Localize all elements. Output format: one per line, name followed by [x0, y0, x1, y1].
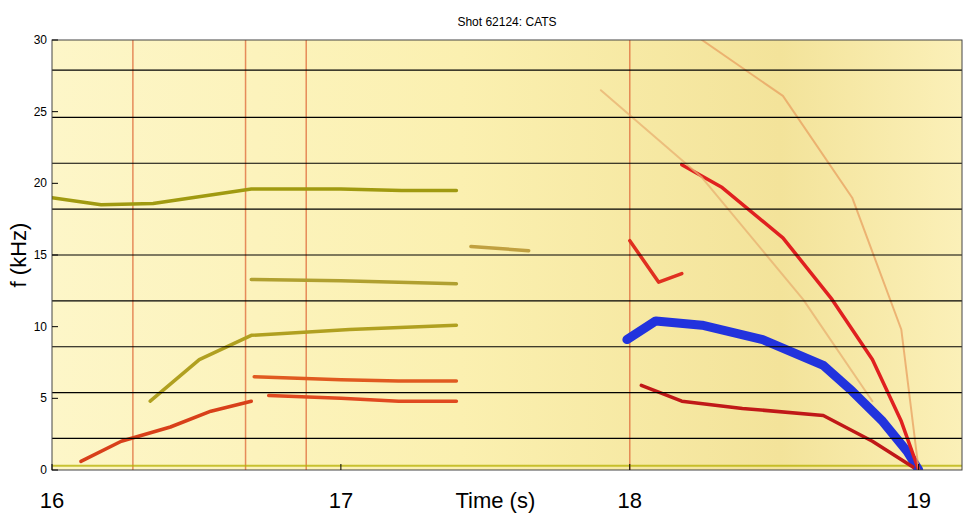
y-tick-label: 30 — [34, 33, 48, 47]
y-tick-label: 15 — [34, 248, 48, 262]
plot-frame — [52, 40, 962, 470]
y-tick — [52, 111, 58, 112]
y-tick-label: 25 — [34, 105, 48, 119]
x-tick-label: 17 — [329, 488, 353, 513]
mode-trace — [251, 279, 456, 283]
x-tick — [918, 464, 919, 470]
y-tick-label: 5 — [40, 391, 47, 405]
mode-trace — [641, 385, 913, 467]
reference-line — [52, 346, 962, 347]
y-tick-label: 10 — [34, 320, 48, 334]
mode-trace — [601, 90, 873, 401]
mode-trace — [269, 396, 457, 402]
plot-area — [52, 40, 962, 470]
reference-line — [52, 163, 962, 164]
mode-trace — [630, 241, 682, 283]
reference-line — [52, 254, 962, 255]
mode-trace — [52, 465, 962, 467]
y-tick — [52, 183, 58, 184]
reference-line — [52, 438, 962, 439]
reference-line — [52, 392, 962, 393]
y-axis-title: f (kHz) — [6, 223, 31, 288]
mode-trace — [682, 165, 919, 470]
x-tick — [340, 464, 341, 470]
reference-line — [52, 117, 962, 118]
y-tick — [52, 470, 58, 471]
reference-line — [52, 300, 962, 301]
x-tick-label: 19 — [906, 488, 930, 513]
plot-background — [52, 40, 962, 470]
chart: 0 5 10 15 20 25 30 16 17 18 19 Time (s) f (kHz) Shot … — [0, 0, 972, 520]
reference-line — [52, 209, 962, 210]
x-tick-label: 18 — [618, 488, 642, 513]
mode-trace — [254, 377, 456, 381]
mode-trace — [81, 401, 251, 461]
y-tick — [52, 398, 58, 399]
x-tick-label: 16 — [40, 488, 64, 513]
mode-trace — [150, 325, 456, 401]
reference-line — [52, 69, 962, 70]
y-tick-label: 0 — [40, 463, 47, 477]
mode-trace — [471, 246, 529, 250]
chart-title: Shot 62124: CATS — [457, 15, 556, 29]
mode-trace — [52, 189, 456, 205]
y-tick-label: 20 — [34, 176, 48, 190]
y-tick — [52, 255, 58, 256]
mode-trace — [627, 321, 919, 470]
y-tick — [52, 40, 58, 41]
x-tick — [52, 464, 53, 470]
x-tick — [629, 464, 630, 470]
y-tick — [52, 326, 58, 327]
x-axis-title: Time (s) — [455, 488, 535, 513]
